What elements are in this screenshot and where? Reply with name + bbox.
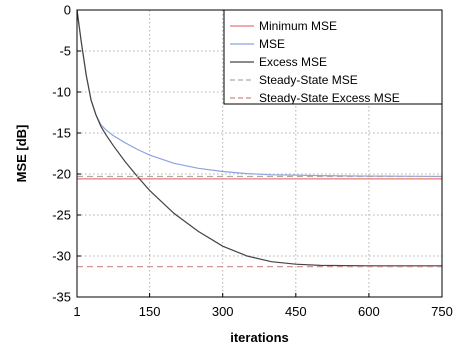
- legend-box: [223, 9, 443, 105]
- x-axis-label: iterations: [230, 330, 289, 345]
- x-tick-label: 300: [212, 304, 234, 319]
- y-tick-label: -10: [52, 85, 71, 100]
- legend-label-excess-mse: Excess MSE: [259, 55, 327, 69]
- x-tick-label: 450: [285, 304, 307, 319]
- legend-label-mse: MSE: [259, 37, 285, 51]
- y-tick-label: -35: [52, 290, 71, 305]
- legend-label-steady-state-excess-mse: Steady-State Excess MSE: [259, 91, 400, 105]
- y-axis-label: MSE [dB]: [14, 125, 29, 183]
- legend-label-minimum-mse: Minimum MSE: [259, 19, 337, 33]
- series-line-excess-mse: [76, 9, 442, 267]
- x-tick-label: 600: [358, 304, 380, 319]
- y-tick-label: -20: [52, 167, 71, 182]
- x-tick-label: 150: [139, 304, 161, 319]
- tick-labels: 1 150 300 450 600 750 0 -5 -10 -15 -20 -25 -30 -35: [52, 3, 453, 320]
- x-tick-label: 1: [73, 304, 80, 319]
- legend: Minimum MSE MSE Excess MSE Steady-State …: [223, 9, 443, 105]
- y-tick-label: -15: [52, 126, 71, 141]
- series-lines: [76, 9, 443, 268]
- legend-label-steady-state-mse: Steady-State MSE: [259, 73, 358, 87]
- x-tick-label: 750: [431, 304, 453, 319]
- y-tick-label: -5: [59, 44, 71, 59]
- y-tick-label: -30: [52, 249, 71, 264]
- y-tick-label: -25: [52, 208, 71, 223]
- y-tick-label: 0: [64, 3, 71, 18]
